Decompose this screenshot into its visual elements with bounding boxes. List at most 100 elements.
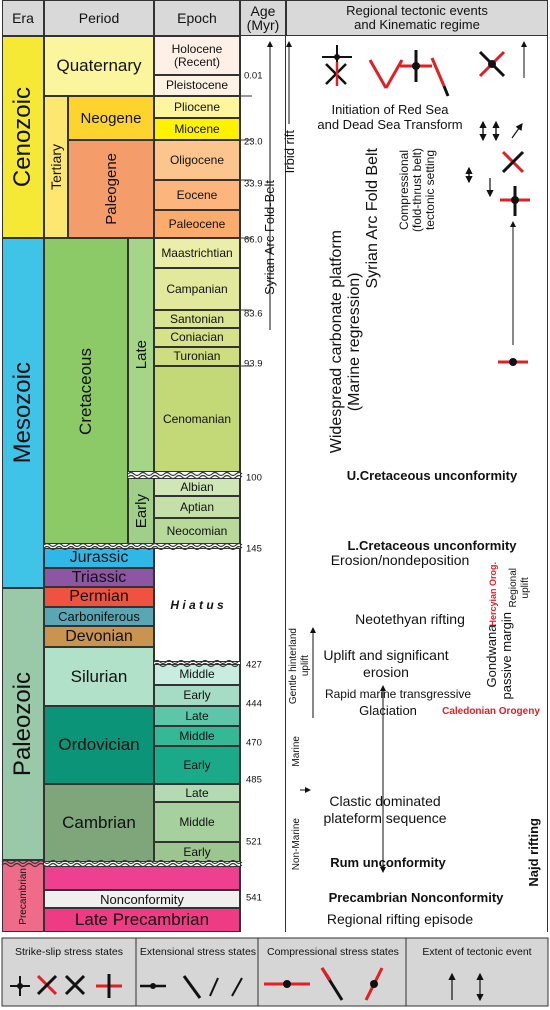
- epoch-pliocene: Pliocene: [154, 96, 240, 118]
- period-nonconformity: Nonconformity: [44, 890, 240, 908]
- compressional-symbol-2: [430, 57, 450, 97]
- event-marine: Marine: [291, 736, 302, 767]
- legend-strike-slip-symbols: [10, 974, 122, 998]
- epoch-cambrian-early: Early: [154, 842, 240, 862]
- epoch-silurian-early: Early: [154, 685, 240, 706]
- age-label: 33.9: [244, 178, 263, 190]
- period-cambrian: Cambrian: [44, 784, 154, 862]
- events-column: [286, 36, 548, 932]
- period-neogene: Neogene: [68, 96, 154, 140]
- strike-slip-symbol-3: [400, 50, 432, 82]
- age-ticks: [240, 95, 252, 367]
- period-late-precambrian: Late Precambrian: [44, 908, 240, 932]
- compressional-bottom-symbol: [498, 358, 528, 366]
- epoch-santonian: Santonian: [154, 310, 240, 328]
- event-gondwana: Gondwana passive margin: [484, 612, 514, 700]
- event-caledonian: Caledonian Orogeny: [442, 706, 540, 717]
- legend-extensional-symbols: [140, 975, 243, 999]
- period-jurassic: Jurassic: [44, 548, 154, 568]
- epoch-miocene: Miocene: [154, 118, 240, 140]
- period-cretaceous: Cretaceous: [44, 238, 128, 544]
- age-label: 521: [246, 836, 262, 848]
- header-era: Era: [2, 0, 44, 36]
- compressional-cross-symbol: [500, 186, 530, 216]
- legend-strike-slip-label: Strike-slip stress states: [15, 946, 123, 958]
- era-cenozoic: Cenozoic: [2, 36, 44, 238]
- period-ordovician: Ordovician: [44, 706, 154, 784]
- event-non-marine: Non-Marine: [291, 818, 302, 871]
- epoch-neocomian: Neocomian: [154, 518, 240, 544]
- event-irbid-rift: Irbid rift: [282, 130, 297, 174]
- age-label: 444: [246, 698, 262, 710]
- epoch-hiatus: H i a t u s: [154, 548, 240, 662]
- period-cretaceous-late: Late: [128, 238, 154, 472]
- event-uplift-erosion: Uplift and significant erosion: [323, 647, 449, 680]
- event-erosion: Erosion/nondeposition: [330, 552, 470, 568]
- period-tertiary: Tertiary: [44, 96, 68, 238]
- strike-slip-symbol-2: [325, 62, 347, 86]
- epoch-aptian: Aptian: [154, 496, 240, 518]
- epoch-cenomanian: Cenomanian: [154, 366, 240, 472]
- period-devonian: Devonian: [44, 626, 154, 647]
- legend-compressional-label: Compressional stress states: [267, 946, 399, 958]
- header-period: Period: [44, 0, 154, 36]
- small-arrows-redsea: [465, 120, 523, 198]
- age-label: 0.01: [244, 70, 263, 82]
- event-carbonate-platform: Widespread carbonate platform (Marine re…: [328, 230, 363, 454]
- period-permian: Permian: [44, 587, 154, 607]
- event-rum: Rum unconformity: [330, 855, 446, 870]
- event-syrian-arc-fold-belt: Syrian Arc Fold Belt: [364, 148, 381, 289]
- epoch-turonian: Turonian: [154, 347, 240, 366]
- age-label: 100: [246, 472, 262, 484]
- strike-slip-symbol-1: [322, 45, 352, 69]
- event-red-sea: Initiation of Red Sea and Dead Sea Trans…: [317, 102, 463, 132]
- age-label: 427: [246, 659, 262, 671]
- period-quaternary: Quaternary: [44, 36, 154, 96]
- age-column: [240, 36, 286, 932]
- legend-extent-symbols: [448, 972, 484, 1002]
- age-label: 541: [246, 892, 262, 904]
- era-mesozoic: Mesozoic: [2, 238, 44, 588]
- epoch-ordovician-early: Early: [154, 746, 240, 784]
- event-najd-rifting: Najd rifting: [526, 818, 541, 887]
- event-gentle-uplift: Gentle hinterland uplift: [288, 628, 311, 705]
- epoch-ordovician-late: Late: [154, 706, 240, 726]
- event-regional-rifting: Regional rifting episode: [326, 911, 474, 927]
- period-paleogene: Paleogene: [68, 140, 154, 238]
- event-regional-uplift: Regional uplift: [508, 568, 531, 608]
- age-label: 66.0: [244, 234, 263, 246]
- epoch-pleistocene: Pleistocene: [154, 75, 240, 96]
- legend-extensional-label: Extensional stress states: [139, 946, 257, 958]
- period-carboniferous: Carboniferous: [44, 607, 154, 626]
- age-label: 470: [246, 737, 262, 749]
- age-label: 485: [246, 774, 262, 786]
- header-epoch: Epoch: [154, 0, 240, 36]
- compressional-symbol-top: [368, 59, 404, 89]
- epoch-campanian: Campanian: [154, 268, 240, 310]
- epoch-maastrichtian: Maastrichtian: [154, 238, 240, 268]
- legend-extent-label: Extent of tectonic event: [422, 946, 532, 958]
- age-label: 83.6: [244, 308, 263, 320]
- epoch-coniacian: Coniacian: [154, 328, 240, 347]
- era-paleozoic: Paleozoic: [2, 588, 44, 860]
- event-syrian-arc-belt: Syrian Arc Fold-Belt: [262, 180, 277, 295]
- epoch-holocene: Holocene (Recent): [154, 36, 240, 75]
- strike-slip-symbol-5: [501, 150, 525, 174]
- period-silurian: Silurian: [44, 647, 154, 706]
- event-glaciation: Glaciation: [359, 703, 417, 718]
- epoch-silurian-middle: Middle: [154, 664, 240, 685]
- legend-box: [1, 937, 549, 1007]
- epoch-cambrian-late: Late: [154, 784, 240, 802]
- event-u-cretaceous: U.Cretaceous unconformity: [346, 468, 518, 483]
- unconformity-lines: [1, 471, 243, 868]
- epoch-eocene: Eocene: [154, 180, 240, 210]
- event-clastic: Clastic dominated plateform sequence: [323, 793, 447, 826]
- epoch-ordovician-middle: Middle: [154, 726, 240, 746]
- epoch-oligocene: Oligocene: [154, 140, 240, 180]
- event-l-cretaceous: L.Cretaceous unconformity: [347, 538, 517, 553]
- age-label: 145: [246, 543, 262, 555]
- age-label: 93.9: [244, 358, 263, 370]
- header-events: Regional tectonic events and Kinematic r…: [286, 0, 548, 36]
- extent-arrows: [267, 41, 527, 873]
